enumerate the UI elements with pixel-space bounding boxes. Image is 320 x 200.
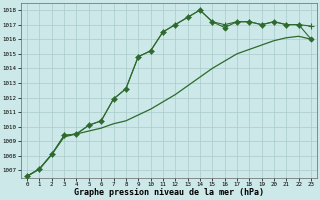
X-axis label: Graphe pression niveau de la mer (hPa): Graphe pression niveau de la mer (hPa) bbox=[74, 188, 264, 197]
